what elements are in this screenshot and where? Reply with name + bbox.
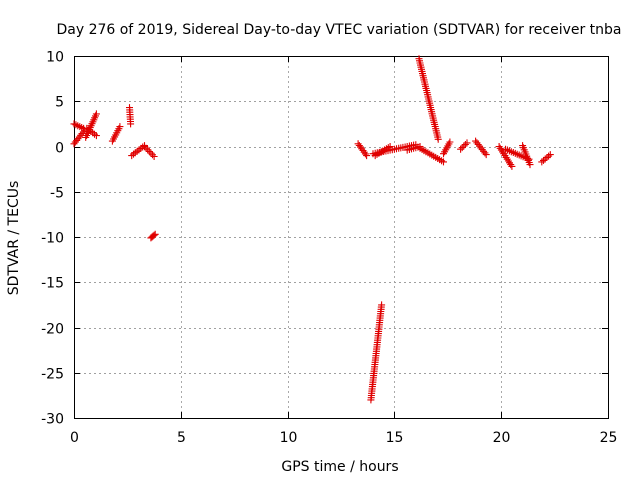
data-point xyxy=(541,155,549,163)
data-point xyxy=(92,110,100,118)
series-arc-10 xyxy=(367,301,386,404)
data-point xyxy=(151,230,159,238)
series-arc-00 xyxy=(70,126,89,148)
y-tick-label: 10 xyxy=(46,50,64,66)
data-point xyxy=(116,123,124,131)
series-arc-17 xyxy=(457,139,471,153)
grid-lines xyxy=(74,56,608,418)
data-point xyxy=(150,231,158,239)
data-point xyxy=(127,120,135,128)
data-point xyxy=(460,142,468,150)
data-point xyxy=(481,149,489,157)
axis-ticks: 0 5 10 15 20 25 10 5 0 -5 -10 -15 -20 -25 -30 xyxy=(41,50,617,447)
y-tick-label: -5 xyxy=(50,186,64,202)
data-point xyxy=(463,139,471,147)
data-point xyxy=(545,152,553,160)
series-arc-15 xyxy=(416,144,447,166)
series-arc-14 xyxy=(415,55,442,143)
x-tick-label: 10 xyxy=(280,430,298,446)
x-axis-label: GPS time / hours xyxy=(281,459,398,475)
series-arc-07 xyxy=(141,143,158,160)
data-point xyxy=(543,154,551,161)
data-point xyxy=(378,301,386,309)
y-tick-label: -30 xyxy=(41,412,64,428)
x-tick-label: 15 xyxy=(386,430,404,446)
series-arc-21 xyxy=(519,142,534,169)
x-tick-label: 25 xyxy=(600,430,618,446)
y-tick-label: 0 xyxy=(55,141,64,157)
y-tick-label: -15 xyxy=(41,276,64,292)
series-arc-05 xyxy=(126,104,135,128)
data-point xyxy=(150,153,158,160)
chart-title: Day 276 of 2019, Sidereal Day-to-day VTE… xyxy=(56,22,621,38)
x-tick-label: 0 xyxy=(70,430,79,446)
data-point xyxy=(141,143,148,150)
data-point xyxy=(446,138,454,146)
x-tick-label: 20 xyxy=(493,430,511,446)
series-arc-09 xyxy=(354,140,371,160)
series-arc-19 xyxy=(495,143,516,170)
data-point xyxy=(149,151,156,159)
y-tick-label: -25 xyxy=(41,367,64,383)
data-point xyxy=(538,158,546,166)
data-point xyxy=(508,162,516,170)
series-arc-08 xyxy=(147,230,159,242)
data-point xyxy=(142,144,150,152)
series-arc-12 xyxy=(371,143,394,160)
y-tick-label: -20 xyxy=(41,322,64,338)
series-arc-01 xyxy=(70,120,88,132)
series-arc-03 xyxy=(83,124,100,140)
x-tick-label: 5 xyxy=(177,430,186,446)
data-point xyxy=(386,143,394,150)
data-point xyxy=(434,135,442,143)
series-arc-16 xyxy=(440,138,454,158)
data-point xyxy=(546,151,554,159)
data-point xyxy=(145,148,153,155)
data-point xyxy=(144,146,152,154)
series-arc-04 xyxy=(108,123,124,145)
data-point xyxy=(482,151,490,159)
data-point xyxy=(361,150,369,158)
series-arc-02 xyxy=(82,110,100,141)
series-arc-22 xyxy=(538,151,554,166)
data-point xyxy=(461,141,469,148)
data-point xyxy=(540,156,547,164)
data-point xyxy=(526,161,534,169)
data-point xyxy=(457,145,465,153)
data-point xyxy=(363,152,371,160)
y-tick-label: 5 xyxy=(55,95,64,111)
y-tick-label: -10 xyxy=(41,231,64,247)
data-point xyxy=(92,132,100,140)
y-axis-label: SDTVAR / TECUs xyxy=(6,181,22,296)
data-point xyxy=(458,144,466,152)
series-arc-18 xyxy=(472,137,490,159)
data-point xyxy=(147,149,155,157)
data-series xyxy=(70,55,554,404)
data-point xyxy=(440,158,447,166)
